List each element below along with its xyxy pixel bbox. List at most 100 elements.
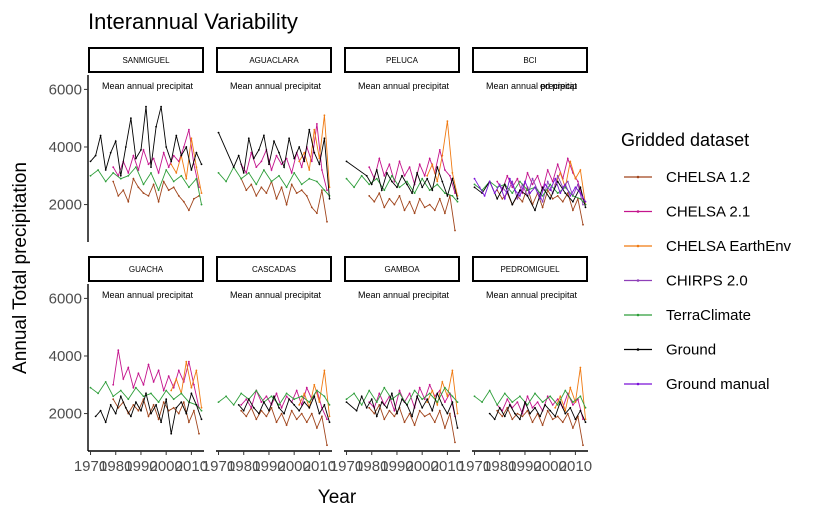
- data-point: [375, 169, 378, 171]
- data-point: [247, 172, 250, 174]
- legend-key-point: [636, 313, 640, 317]
- data-point: [438, 409, 441, 412]
- data-point: [313, 395, 316, 398]
- data-point: [383, 189, 386, 192]
- series-line-chelsa-2-1: [368, 383, 456, 417]
- series-line-terraclimate: [474, 180, 586, 205]
- data-point: [423, 398, 426, 401]
- data-point: [539, 415, 541, 418]
- data-point: [328, 415, 331, 418]
- data-point: [368, 389, 371, 392]
- data-point: [298, 146, 301, 148]
- data-point: [569, 195, 572, 197]
- data-point: [584, 200, 587, 203]
- series-line-chelsa-2-1: [496, 156, 584, 199]
- data-point: [451, 395, 454, 398]
- data-point: [132, 154, 135, 157]
- data-point: [556, 415, 559, 418]
- data-point: [579, 366, 582, 369]
- data-point: [188, 209, 190, 212]
- data-point: [162, 151, 165, 154]
- facet-panels: SANMIGUEL 2000 4000 6000 Mean annual precipi…: [49, 47, 592, 475]
- data-point: [145, 392, 147, 395]
- data-point: [353, 392, 355, 395]
- data-point: [193, 197, 195, 200]
- data-point: [232, 404, 235, 406]
- x-tick-label: 1980: [483, 458, 516, 475]
- data-point: [584, 206, 587, 209]
- data-point: [511, 418, 514, 421]
- data-point: [240, 392, 243, 395]
- data-point: [481, 401, 483, 403]
- data-point: [444, 192, 446, 195]
- data-point: [160, 105, 163, 108]
- data-point: [519, 180, 521, 183]
- chart-title: Interannual Variability: [88, 9, 298, 34]
- series-line-terraclimate: [346, 386, 458, 406]
- data-point: [135, 157, 137, 160]
- data-point: [529, 192, 531, 195]
- data-point: [308, 401, 311, 403]
- data-point: [157, 200, 160, 203]
- data-point: [438, 149, 441, 151]
- data-point: [551, 197, 554, 200]
- data-point: [326, 444, 328, 447]
- data-point: [579, 197, 582, 200]
- data-point: [391, 174, 393, 177]
- data-point: [157, 369, 160, 372]
- legend-item-ground-manual: Ground manual: [624, 376, 769, 393]
- data-point: [411, 192, 413, 195]
- data-point: [408, 412, 411, 415]
- data-point: [112, 172, 115, 174]
- data-point: [270, 406, 273, 409]
- data-point: [326, 220, 328, 223]
- data-point: [549, 197, 552, 200]
- data-point: [308, 169, 311, 171]
- strip-label-pedromiguel: PEDROMIGUEL: [500, 265, 560, 274]
- data-point: [190, 392, 193, 395]
- series-line-ground: [489, 400, 586, 423]
- data-point: [200, 163, 203, 166]
- data-point: [237, 404, 240, 406]
- strip-aguaclara: [216, 47, 332, 73]
- x-tick-label: 2000: [149, 458, 182, 475]
- data-point: [431, 409, 434, 412]
- data-point: [433, 421, 436, 424]
- data-point: [170, 163, 173, 166]
- data-point: [247, 137, 250, 140]
- data-point: [370, 398, 373, 401]
- data-point: [526, 195, 529, 197]
- data-point: [303, 160, 306, 163]
- data-point: [541, 424, 544, 426]
- data-point: [451, 195, 454, 197]
- data-point: [112, 180, 115, 183]
- y-tick-label: 2000: [49, 406, 82, 423]
- legend-key-point: [636, 348, 640, 351]
- data-point: [436, 183, 439, 186]
- data-point: [360, 404, 363, 406]
- data-point: [328, 421, 331, 424]
- data-point: [162, 401, 165, 403]
- data-point: [155, 404, 158, 406]
- data-point: [566, 192, 569, 195]
- data-point: [393, 203, 396, 206]
- data-point: [493, 192, 496, 195]
- data-point: [255, 389, 258, 392]
- data-point: [165, 169, 168, 171]
- data-point: [506, 174, 509, 177]
- data-point: [473, 186, 476, 189]
- data-point: [290, 172, 293, 174]
- data-point: [546, 409, 549, 412]
- data-point: [175, 134, 178, 137]
- legend-label: CHIRPS 2.0: [666, 273, 748, 290]
- annotation-aguaclara: Mean annual precipitat: [230, 81, 322, 91]
- data-point: [541, 401, 544, 403]
- data-point: [501, 197, 504, 200]
- data-point: [295, 192, 298, 195]
- x-tick-label: 1990: [380, 458, 413, 475]
- data-point: [539, 197, 541, 200]
- data-point: [273, 395, 275, 398]
- data-point: [240, 404, 243, 406]
- data-point: [117, 349, 120, 352]
